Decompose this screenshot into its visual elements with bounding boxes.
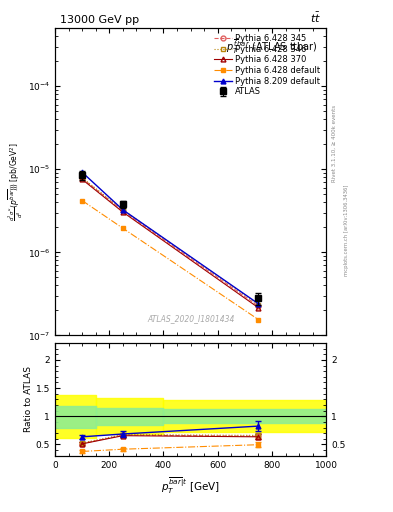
X-axis label: $p^{\overline{bar}|t}_T$ [GeV]: $p^{\overline{bar}|t}_T$ [GeV] (161, 475, 220, 496)
Text: Rivet 3.1.10, ≥ 400k events: Rivet 3.1.10, ≥ 400k events (332, 105, 337, 182)
Text: 13000 GeV pp: 13000 GeV pp (61, 15, 140, 25)
Text: $t\bar{t}$: $t\bar{t}$ (310, 11, 321, 25)
Y-axis label: Ratio to ATLAS: Ratio to ATLAS (24, 367, 33, 432)
Text: mcplots.cern.ch [arXiv:1306.3436]: mcplots.cern.ch [arXiv:1306.3436] (344, 185, 349, 276)
Y-axis label: $\frac{d^2\sigma^u}{d^2}\langle p^{\overline{bar}}\rangle\!\rangle\!\rangle$ [pb: $\frac{d^2\sigma^u}{d^2}\langle p^{\over… (6, 142, 25, 221)
Legend: Pythia 6.428 345, Pythia 6.428 346, Pythia 6.428 370, Pythia 6.428 default, Pyth: Pythia 6.428 345, Pythia 6.428 346, Pyth… (212, 32, 322, 98)
Text: ATLAS_2020_I1801434: ATLAS_2020_I1801434 (147, 314, 234, 323)
Text: $p_T^{\,\overline{t}bar}$ (ATLAS ttbar): $p_T^{\,\overline{t}bar}$ (ATLAS ttbar) (226, 37, 318, 56)
